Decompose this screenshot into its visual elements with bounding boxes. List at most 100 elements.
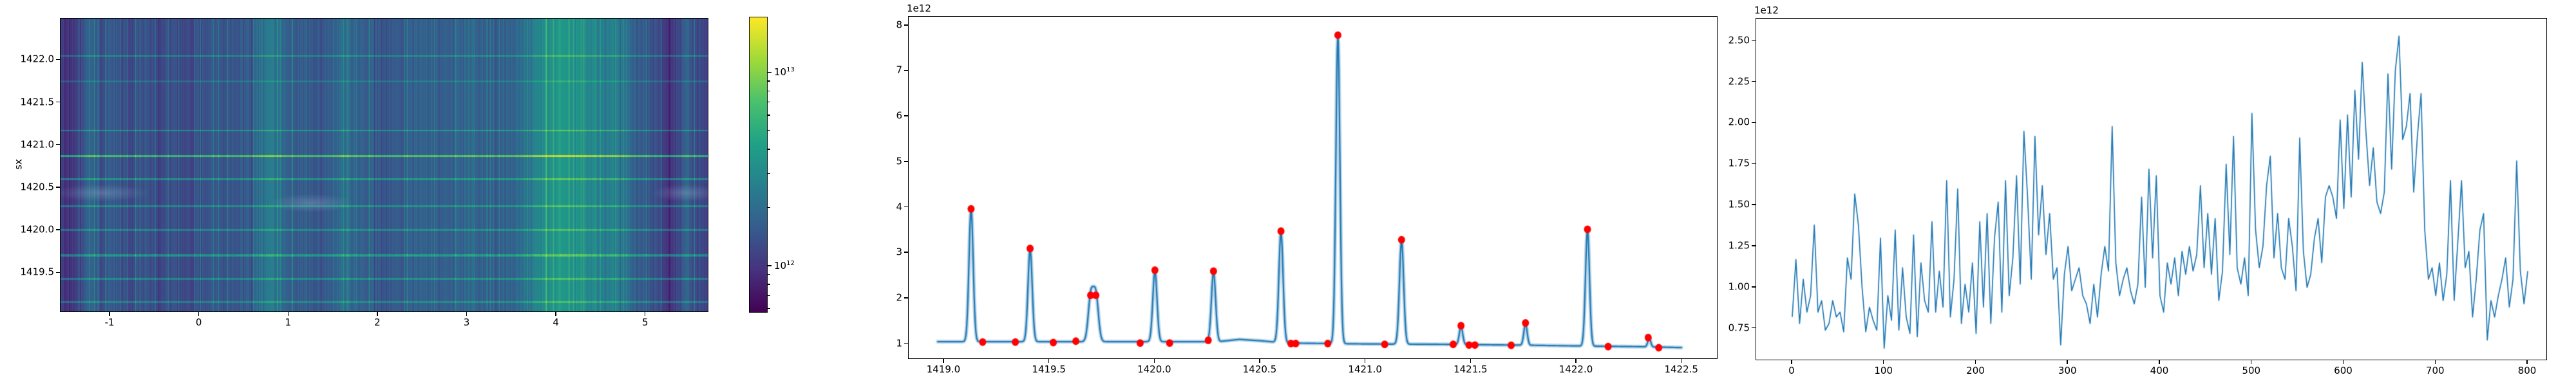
spectrum-xtick-label: 1419.0 [926, 363, 961, 375]
timeseries-xtick-mark [1975, 360, 1976, 364]
timeseries-ytick-label: 1.25 [1728, 239, 1750, 252]
heatmap-ytick-mark [56, 59, 60, 60]
timeseries-xtick-mark [2067, 360, 2068, 364]
heatmap-xtick-label: 3 [463, 317, 470, 328]
spectrum-panel [908, 16, 1718, 359]
timeseries-ytick-mark [1752, 245, 1756, 246]
heatmap-xtick-label: 4 [553, 317, 559, 328]
spectrum-ytick-mark [904, 342, 908, 344]
heatmap-xtick-mark [198, 312, 200, 316]
heatmap-ytick-label: 1421.0 [20, 138, 55, 151]
heatmap-ytick-mark [56, 101, 60, 103]
heatmap-xtick-label: 0 [195, 317, 202, 328]
spectrum-xtick-label: 1422.5 [1664, 363, 1698, 375]
spectrum-ytick-label: 4 [896, 201, 902, 213]
spectrum-ytick-mark [904, 69, 908, 71]
heatmap-ytick-label: 1420.5 [20, 181, 55, 193]
spectrum-xtick-mark [1680, 359, 1682, 363]
spectrum-xtick-mark [1259, 359, 1260, 363]
spectrum-ytick-label: 6 [896, 109, 902, 122]
timeseries-xtick-mark [2250, 360, 2252, 364]
spectrum-ytick-mark [904, 206, 908, 208]
timeseries-ytick-mark [1752, 122, 1756, 124]
timeseries-ytick-label: 1.00 [1728, 280, 1750, 293]
timeseries-xtick-label: 200 [1966, 365, 1985, 376]
spectrum-ytick-label: 2 [896, 291, 902, 304]
timeseries-ytick-mark [1752, 286, 1756, 288]
timeseries-ytick-label: 0.75 [1728, 322, 1750, 334]
heatmap-xtick-mark [287, 312, 289, 316]
colorbar-canvas [750, 17, 767, 312]
spectrum-ytick-label: 5 [896, 155, 902, 167]
timeseries-xtick-mark [2342, 360, 2344, 364]
timeseries-xtick-label: 400 [2150, 365, 2169, 376]
heatmap-panel [60, 18, 708, 312]
heatmap-ytick-label: 1422.0 [20, 53, 55, 65]
colorbar [749, 17, 768, 313]
heatmap-canvas [61, 19, 708, 311]
timeseries-xtick-mark [2434, 360, 2436, 364]
spectrum-canvas [909, 17, 1717, 358]
spectrum-ytick-label: 3 [896, 246, 902, 258]
timeseries-xtick-label: 600 [2334, 365, 2353, 376]
heatmap-xtick-label: 1 [285, 317, 292, 328]
spectrum-xtick-label: 1421.0 [1348, 363, 1382, 375]
colorbar-tick-mark [768, 71, 772, 73]
spectrum-ytick-mark [904, 115, 908, 116]
heatmap-ytick-label: 1420.0 [20, 223, 55, 235]
heatmap-xtick-mark [644, 312, 646, 316]
heatmap-xtick-label: 2 [374, 317, 381, 328]
timeseries-xtick-label: 800 [2517, 365, 2537, 376]
timeseries-xtick-label: 500 [2242, 365, 2261, 376]
colorbar-tick-mark [768, 295, 770, 297]
timeseries-ytick-mark [1752, 163, 1756, 165]
spectrum-xtick-label: 1422.0 [1558, 363, 1593, 375]
timeseries-xtick-label: 300 [2058, 365, 2077, 376]
heatmap-ytick-mark [56, 143, 60, 145]
heatmap-ytick-label: 1419.5 [20, 266, 55, 278]
heatmap-ytick-mark [56, 229, 60, 230]
heatmap-ytick-mark [56, 187, 60, 188]
heatmap-xtick-label: 5 [641, 317, 649, 328]
colorbar-tick-mark [768, 274, 770, 275]
heatmap-ytick-label: 1421.5 [20, 96, 55, 108]
timeseries-canvas [1756, 19, 2546, 360]
heatmap-xtick-mark [555, 312, 556, 316]
timeseries-ytick-label: 1.50 [1728, 198, 1750, 210]
heatmap-xtick-mark [466, 312, 468, 316]
timeseries-xtick-label: 0 [1788, 365, 1795, 376]
timeseries-xtick-mark [2526, 360, 2528, 364]
timeseries-xtick-label: 700 [2425, 365, 2445, 376]
spectrum-xtick-mark [1048, 359, 1050, 363]
colorbar-tick-label-1e13: 1013 [774, 66, 795, 78]
spectrum-xtick-label: 1421.5 [1454, 363, 1488, 375]
timeseries-ytick-label: 2.00 [1728, 116, 1750, 128]
colorbar-tick-mark [768, 172, 770, 174]
colorbar-tick-mark [768, 308, 770, 309]
spectrum-xtick-mark [943, 359, 944, 363]
spectrum-xtick-label: 1419.5 [1032, 363, 1066, 375]
colorbar-tick-mark [768, 207, 770, 208]
timeseries-ytick-mark [1752, 327, 1756, 329]
timeseries-xtick-mark [1791, 360, 1792, 364]
spectrum-ytick-mark [904, 24, 908, 26]
heatmap-xtick-mark [109, 312, 110, 316]
spectrum-xtick-label: 1420.0 [1137, 363, 1171, 375]
colorbar-tick-label-1e12: 1012 [774, 259, 795, 271]
timeseries-ytick-mark [1752, 204, 1756, 205]
spectrum-ytick-mark [904, 252, 908, 253]
spectrum-xtick-mark [1575, 359, 1577, 363]
timeseries-xtick-mark [1882, 360, 1884, 364]
spectrum-ytick-label: 1 [896, 337, 902, 349]
spectrum-ytick-mark [904, 161, 908, 162]
spectrum-ytick-mark [904, 297, 908, 299]
timeseries-ytick-mark [1752, 80, 1756, 82]
spectrum-ytick-label: 8 [896, 19, 902, 31]
timeseries-ytick-label: 2.25 [1728, 75, 1750, 87]
spectrum-xtick-label: 1420.5 [1242, 363, 1277, 375]
timeseries-panel [1756, 18, 2547, 360]
heatmap-ytick-mark [56, 271, 60, 273]
timeseries-xtick-label: 100 [1874, 365, 1893, 376]
colorbar-tick-mark [768, 80, 770, 82]
